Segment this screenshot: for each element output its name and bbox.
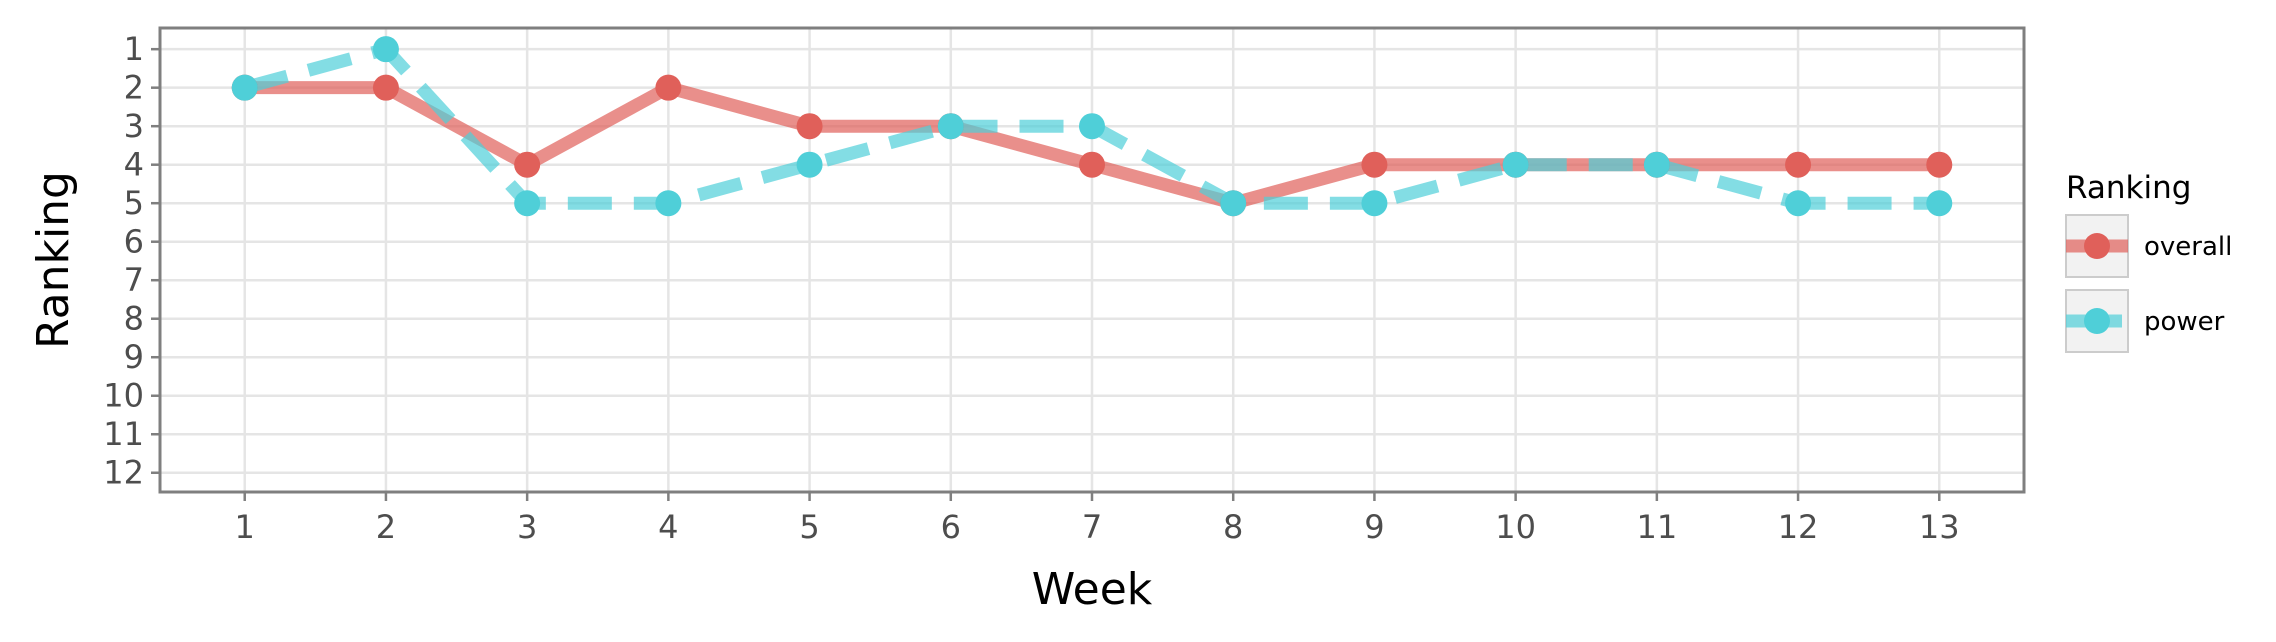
data-point-overall (796, 113, 823, 140)
legend: Ranking overall power (2065, 170, 2232, 353)
data-point-overall (514, 151, 541, 178)
data-point-power (372, 36, 399, 63)
data-point-overall (372, 74, 399, 101)
y-tick-label: 5 (124, 184, 144, 222)
y-tick-label: 12 (103, 454, 144, 492)
x-axis-title: Week (1032, 564, 1153, 615)
y-axis-title: Ranking (28, 171, 79, 349)
y-tick-label: 8 (124, 300, 144, 338)
y-tick-label: 1 (124, 30, 144, 68)
data-point-power (514, 190, 541, 217)
legend-item-overall: overall (2065, 214, 2232, 278)
y-tick-label: 7 (124, 261, 144, 299)
x-tick-label: 7 (1082, 508, 1102, 546)
y-tick-label: 10 (103, 377, 144, 415)
grid-lines (160, 28, 2024, 492)
data-point-power (1502, 151, 1529, 178)
data-point-power (655, 190, 682, 217)
y-tick-label: 9 (124, 338, 144, 376)
y-tick-label: 11 (103, 415, 144, 453)
data-point-overall (1926, 151, 1953, 178)
legend-title: Ranking (2066, 170, 2191, 206)
data-point-power (1643, 151, 1670, 178)
data-point-power (231, 74, 258, 101)
x-tick-label: 6 (941, 508, 961, 546)
data-point-power (1079, 113, 1105, 140)
x-tick-label: 9 (1364, 508, 1384, 546)
y-tick-label: 2 (124, 69, 144, 107)
legend-item-power: power (2065, 289, 2225, 353)
legend-key-point (2084, 308, 2110, 334)
x-tick-label: 8 (1223, 508, 1243, 546)
legend-items: overall power (2065, 214, 2232, 353)
x-tick-label: 3 (517, 508, 537, 546)
x-tick-label: 1 (235, 508, 255, 546)
y-tick-label: 4 (124, 146, 144, 184)
data-point-power (1361, 190, 1388, 217)
data-point-power (796, 151, 823, 178)
x-tick-label: 10 (1495, 508, 1536, 546)
legend-label: overall (2144, 232, 2232, 262)
x-tick-label: 12 (1778, 508, 1819, 546)
data-point-power (1926, 190, 1953, 217)
x-tick-label: 13 (1919, 508, 1960, 546)
legend-key-point (2084, 233, 2110, 259)
legend-label: power (2144, 307, 2225, 337)
data-point-power (937, 113, 964, 140)
x-tick-label: 5 (799, 508, 819, 546)
data-point-overall (655, 74, 682, 101)
y-tick-label: 6 (124, 223, 144, 261)
series-layer (231, 36, 1953, 217)
x-tick-label: 11 (1636, 508, 1677, 546)
x-tick-label: 4 (658, 508, 678, 546)
data-point-power (1220, 190, 1247, 217)
data-point-power (1785, 190, 1812, 217)
x-tick-label: 2 (376, 508, 396, 546)
data-point-overall (1361, 151, 1388, 178)
data-point-overall (1079, 151, 1105, 178)
data-point-overall (1785, 151, 1812, 178)
y-tick-label: 3 (124, 107, 144, 145)
